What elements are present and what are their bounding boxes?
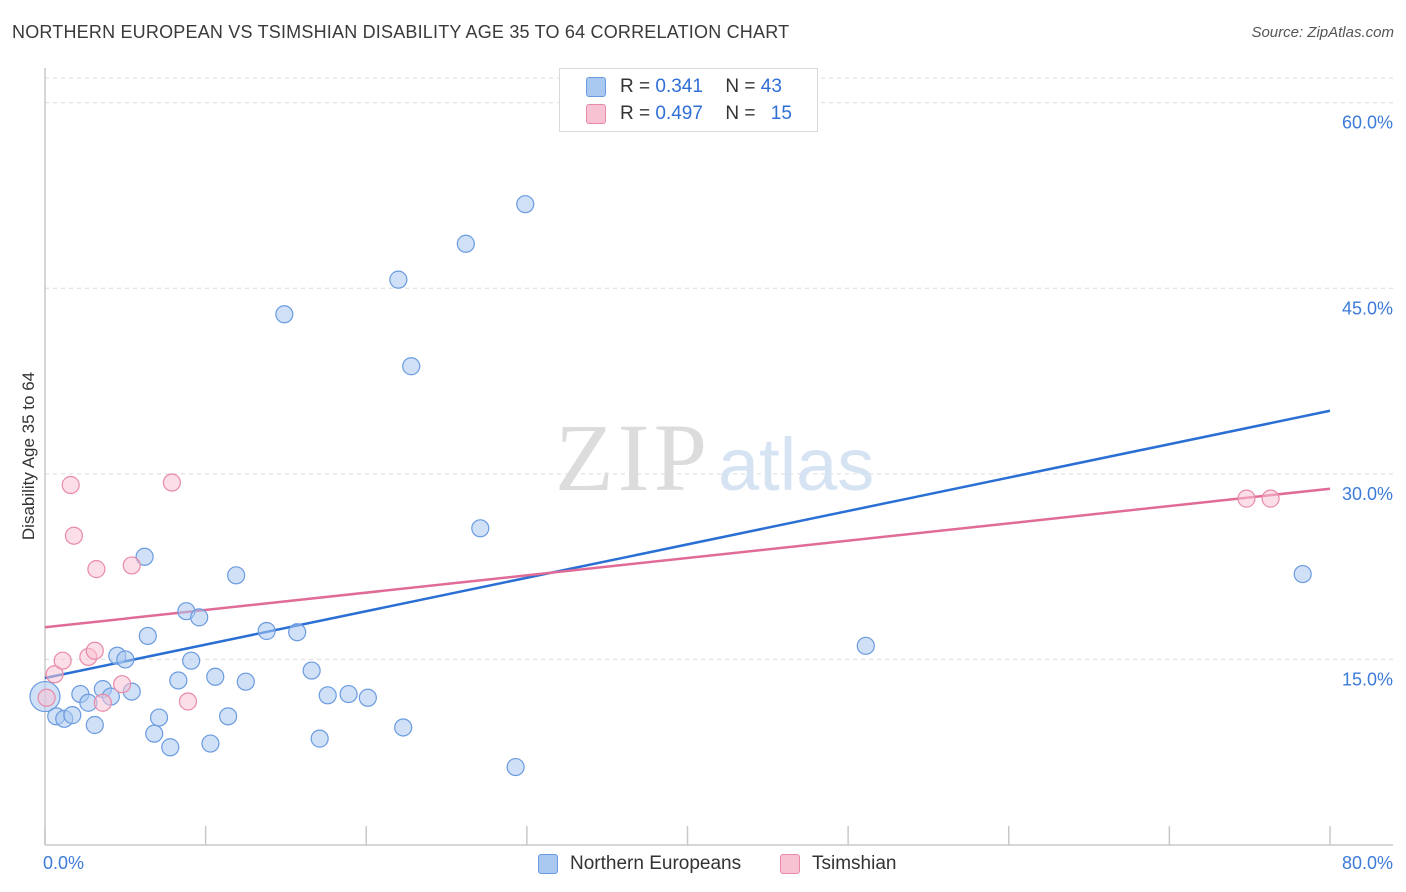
legend-n-label: N = xyxy=(725,76,756,97)
data-point xyxy=(394,718,413,737)
data-point xyxy=(219,707,238,726)
bottom-legend-swatch-blue xyxy=(538,854,558,874)
y-tick-label: 15.0% xyxy=(1342,669,1393,689)
data-point xyxy=(182,651,201,670)
data-point xyxy=(122,556,141,575)
source-label: Source: ZipAtlas.com xyxy=(1251,24,1394,41)
data-point xyxy=(358,688,377,707)
legend-row-northern-europeans: R = 0.341 N = 43 xyxy=(586,75,782,99)
axes xyxy=(44,68,1393,846)
watermark: ZIP atlas xyxy=(555,404,874,511)
data-point xyxy=(145,724,164,743)
legend-r-label: R = xyxy=(620,76,651,97)
data-point xyxy=(339,684,358,704)
watermark-atlas: atlas xyxy=(718,423,874,506)
axis-labels: 15.0% 30.0% 45.0% 60.0% 0.0% 80.0% Disability … xyxy=(19,113,1393,873)
data-point xyxy=(149,708,169,727)
y-axis-label: Disability Age 35 to 64 xyxy=(19,372,38,540)
data-point xyxy=(85,715,104,735)
data-point xyxy=(275,305,294,324)
data-point xyxy=(85,641,104,660)
bottom-legend-label: Northern Europeans xyxy=(570,853,742,874)
legend-n-value: 15 xyxy=(770,103,792,124)
legend-n-label: N = xyxy=(725,103,756,124)
data-point xyxy=(302,661,321,680)
data-point xyxy=(288,623,307,642)
data-point xyxy=(506,757,525,777)
legend-r-value: 0.341 xyxy=(655,76,703,97)
data-point xyxy=(178,692,198,711)
data-point xyxy=(206,667,225,686)
data-point xyxy=(61,475,80,495)
data-point xyxy=(64,526,84,545)
legend: R = 0.341 N = 43 R = 0.497 N = 15 xyxy=(559,68,818,132)
data-point xyxy=(93,693,112,712)
data-point xyxy=(190,608,209,627)
data-point xyxy=(63,706,82,725)
data-point xyxy=(257,621,276,641)
legend-n-value: 43 xyxy=(760,76,782,97)
data-point xyxy=(318,686,337,705)
data-point xyxy=(45,665,64,684)
data-point xyxy=(856,636,875,655)
data-point xyxy=(389,270,408,289)
data-point xyxy=(516,195,535,214)
data-point xyxy=(37,688,56,707)
grid-lines xyxy=(45,77,1393,660)
legend-row-tsimshian: R = 0.497 N = 15 xyxy=(586,102,792,126)
y-tick-label: 45.0% xyxy=(1342,298,1393,318)
legend-r-label: R = xyxy=(620,103,651,124)
data-point xyxy=(135,547,154,566)
data-point xyxy=(471,519,490,538)
y-tick-label: 30.0% xyxy=(1342,484,1393,504)
data-point xyxy=(1293,564,1312,584)
bottom-legend-swatch-pink xyxy=(780,854,800,874)
data-point xyxy=(227,566,246,585)
legend-swatch-pink xyxy=(586,104,606,124)
data-point xyxy=(1261,489,1280,508)
data-point xyxy=(161,738,180,757)
data-point xyxy=(402,357,421,376)
bottom-legend-label: Tsimshian xyxy=(812,853,897,874)
x-tick-label: 80.0% xyxy=(1342,853,1393,873)
data-point xyxy=(1237,489,1256,508)
legend-swatch-blue xyxy=(586,77,606,97)
data-point xyxy=(138,626,157,646)
data-point xyxy=(236,672,255,691)
data-points xyxy=(29,195,1312,777)
x-tick-label: 0.0% xyxy=(43,853,84,873)
bottom-legend-tsimshian: Tsimshian xyxy=(780,852,896,876)
data-point xyxy=(116,650,135,669)
data-point xyxy=(456,234,475,253)
data-point xyxy=(87,560,106,579)
data-point xyxy=(310,729,329,748)
watermark-zip: ZIP xyxy=(555,404,711,511)
legend-r-value: 0.497 xyxy=(655,103,703,124)
data-point xyxy=(53,651,72,670)
bottom-legend-northern-europeans: Northern Europeans xyxy=(538,852,741,876)
data-point xyxy=(112,675,132,694)
y-tick-label: 60.0% xyxy=(1342,113,1393,133)
data-point xyxy=(169,671,188,690)
data-point xyxy=(162,473,181,492)
chart-title: NORTHERN EUROPEAN VS TSIMSHIAN DISABILIT… xyxy=(12,22,790,42)
trend-line xyxy=(44,487,1331,629)
data-point xyxy=(201,734,220,753)
